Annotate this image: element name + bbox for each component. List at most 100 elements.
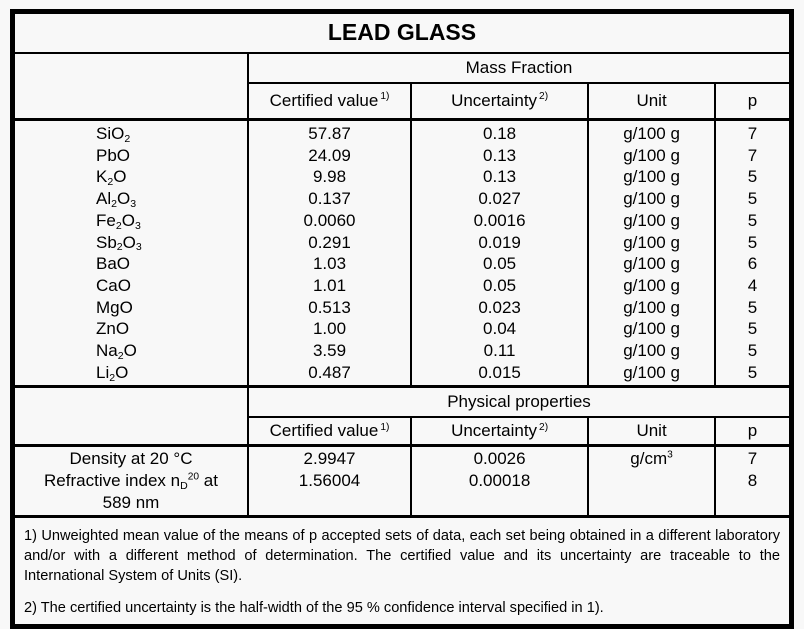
footnote-ref-1: 1) xyxy=(380,421,390,433)
certified-value: 57.87 xyxy=(246,119,412,145)
footnote-1: 1) Unweighted mean value of the means of… xyxy=(24,527,780,585)
uncertainty-value: 0.18 xyxy=(410,119,589,145)
density-uncertainty: 0.0026 xyxy=(473,449,526,469)
p-value: 6 xyxy=(713,253,792,275)
unit-values: g/cm3 xyxy=(587,445,715,517)
property-labels: Density at 20 °C Refractive index nD20 a… xyxy=(13,446,249,516)
footnote-ref-2: 2) xyxy=(539,91,549,103)
certified-value-header: Certified value 1) xyxy=(246,82,412,121)
uncertainty-value: 0.05 xyxy=(410,253,589,275)
certified-value: 1.00 xyxy=(246,318,412,341)
uncertainty-value: 0.027 xyxy=(410,188,589,210)
column-header-row: Certified value 1) Uncertainty 2) Unit p xyxy=(13,82,792,121)
substance-name: Li2O xyxy=(96,362,129,384)
p-value: 5 xyxy=(713,318,792,341)
p-value: 5 xyxy=(713,296,792,319)
table-row: MgO 0.513 0.023 g/100 g 5 xyxy=(13,296,792,319)
certified-value: 1.01 xyxy=(246,274,412,297)
unit-value: g/100 g xyxy=(587,253,715,275)
substance-name: CaO xyxy=(96,275,131,295)
unit-header: Unit xyxy=(587,416,715,448)
uncertainty-value: 0.023 xyxy=(410,296,589,319)
substance-name: Fe2O3 xyxy=(96,210,141,232)
table-row: PbO 24.09 0.13 g/100 g 7 xyxy=(13,144,792,167)
physical-properties-rows: Density at 20 °C Refractive index nD20 a… xyxy=(13,445,792,517)
footnote-ref-1: 1) xyxy=(380,91,390,103)
table-row: SiO2 57.87 0.18 g/100 g 7 xyxy=(13,119,792,145)
certified-value: 3.59 xyxy=(246,340,412,362)
uncertainty-value: 0.13 xyxy=(410,166,589,189)
p-value: 5 xyxy=(713,209,792,232)
certified-value: 0.487 xyxy=(246,361,412,387)
table-row: Sb2O3 0.291 0.019 g/100 g 5 xyxy=(13,231,792,254)
unit-value: g/100 g xyxy=(587,144,715,167)
unit-value: g/100 g xyxy=(587,188,715,210)
uncertainty-value: 0.13 xyxy=(410,144,589,167)
certified-value: 0.291 xyxy=(246,231,412,254)
unit-value: g/100 g xyxy=(587,209,715,232)
uncertainty-value: 0.11 xyxy=(410,340,589,362)
substance-name: Sb2O3 xyxy=(96,232,142,254)
p-value: 4 xyxy=(713,274,792,297)
table-row: Al2O3 0.137 0.027 g/100 g 5 xyxy=(13,188,792,210)
corner-cell xyxy=(12,52,248,121)
substance-name: Na2O xyxy=(96,341,137,362)
certified-value: 0.0060 xyxy=(246,209,412,232)
table-row: K2O 9.98 0.13 g/100 g 5 xyxy=(13,166,792,189)
p-value: 5 xyxy=(713,166,792,189)
uncertainty-value: 0.015 xyxy=(410,361,589,387)
density-unit: g/cm3 xyxy=(630,449,673,469)
unit-value: g/100 g xyxy=(587,340,715,362)
uncertainty-values: 0.0026 0.00018 xyxy=(410,445,589,517)
uncertainty-header: Uncertainty 2) xyxy=(410,82,589,121)
unit-value: g/100 g xyxy=(587,119,715,145)
certified-values: 2.9947 1.56004 xyxy=(246,445,412,517)
p-value: 7 xyxy=(713,119,792,145)
unit-header: Unit xyxy=(587,82,715,121)
density-p: 7 xyxy=(747,449,758,469)
substance-name: Al2O3 xyxy=(96,189,137,211)
uncertainty-value: 0.0016 xyxy=(410,209,589,232)
certified-value: 24.09 xyxy=(246,144,412,167)
uncertainty-value: 0.04 xyxy=(410,318,589,341)
unit-value: g/100 g xyxy=(587,166,715,189)
title-row: LEAD GLASS xyxy=(12,11,792,54)
mass-fraction-section-row: Mass Fraction xyxy=(12,52,792,121)
physical-properties-section-label: Physical properties xyxy=(247,385,792,418)
unit-value: g/100 g xyxy=(587,231,715,254)
table-row: Fe2O3 0.0060 0.0016 g/100 g 5 xyxy=(13,209,792,232)
uncertainty-value: 0.05 xyxy=(410,274,589,297)
table-row: Na2O 3.59 0.11 g/100 g 5 xyxy=(13,340,792,362)
certified-value: 0.137 xyxy=(246,188,412,210)
substance-name: MgO xyxy=(96,297,133,317)
p-values: 7 8 xyxy=(713,445,792,517)
footnote-ref-2: 2) xyxy=(539,421,549,433)
certified-value-header: Certified value 1) xyxy=(246,416,412,448)
p-value: 5 xyxy=(713,231,792,254)
unit-value: g/100 g xyxy=(587,296,715,319)
table-row: Li2O 0.487 0.015 g/100 g 5 xyxy=(13,361,792,387)
p-header: p xyxy=(713,416,792,448)
table-row: ZnO 1.00 0.04 g/100 g 5 xyxy=(13,318,792,341)
footnote-row: 1) Unweighted mean value of the means of… xyxy=(12,514,792,627)
certified-value: 1.03 xyxy=(246,253,412,275)
footnotes-area: 1) Unweighted mean value of the means of… xyxy=(12,514,792,627)
page-title: LEAD GLASS xyxy=(12,11,792,54)
p-value: 5 xyxy=(713,188,792,210)
refractive-uncertainty: 0.00018 xyxy=(468,471,531,491)
refractive-certified: 1.56004 xyxy=(298,471,361,491)
physical-properties-section-row: Physical properties xyxy=(12,385,792,448)
refractive-p: 8 xyxy=(747,471,758,491)
unit-value: g/100 g xyxy=(587,361,715,387)
p-header: p xyxy=(713,82,792,121)
corner-cell xyxy=(12,385,248,448)
certified-value: 9.98 xyxy=(246,166,412,189)
certified-value: 0.513 xyxy=(246,296,412,319)
column-header-row: Certified value 1) Uncertainty 2) Unit p xyxy=(13,416,792,448)
table-row: BaO 1.03 0.05 g/100 g 6 xyxy=(13,253,792,275)
substance-name: PbO xyxy=(96,145,131,165)
mass-fraction-section-label: Mass Fraction xyxy=(247,52,792,84)
substance-name: ZnO xyxy=(96,319,130,339)
table-row: CaO 1.01 0.05 g/100 g 4 xyxy=(13,274,792,297)
unit-value: g/100 g xyxy=(587,318,715,341)
